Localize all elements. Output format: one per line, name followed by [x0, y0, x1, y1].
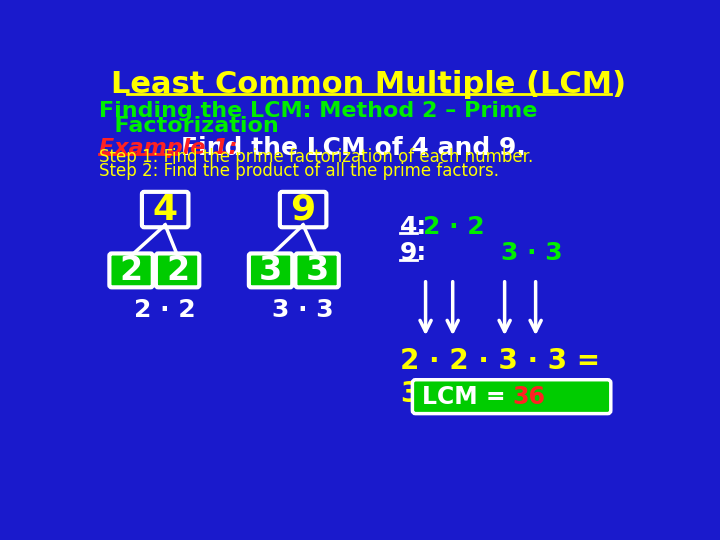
FancyBboxPatch shape	[295, 253, 339, 287]
FancyBboxPatch shape	[280, 192, 326, 227]
Text: Least Common Multiple (LCM): Least Common Multiple (LCM)	[112, 70, 626, 98]
Text: 9: 9	[290, 193, 316, 227]
Text: 4: 4	[153, 193, 178, 227]
Text: 9:: 9:	[400, 241, 427, 266]
Text: 2 · 2 · 3 · 3 =: 2 · 2 · 3 · 3 =	[400, 347, 600, 375]
Text: 2: 2	[166, 254, 189, 287]
Text: 2: 2	[120, 254, 143, 287]
Text: 3: 3	[259, 254, 282, 287]
Text: 4:: 4:	[400, 214, 427, 239]
Text: Step 1: Find the prime factorization of each number.: Step 1: Find the prime factorization of …	[99, 148, 534, 166]
FancyBboxPatch shape	[413, 380, 611, 414]
Text: 3 · 3: 3 · 3	[272, 298, 334, 322]
Text: Finding the LCM: Method 2 – Prime: Finding the LCM: Method 2 – Prime	[99, 101, 538, 121]
Text: LCM =: LCM =	[422, 384, 513, 409]
Text: Factorization: Factorization	[99, 117, 279, 137]
Text: Step 2: Find the product of all the prime factors.: Step 2: Find the product of all the prim…	[99, 162, 499, 180]
Text: Example 1:: Example 1:	[99, 138, 238, 158]
FancyBboxPatch shape	[249, 253, 292, 287]
Text: 2 · 2: 2 · 2	[135, 298, 196, 322]
FancyBboxPatch shape	[142, 192, 189, 227]
Text: 36: 36	[513, 384, 545, 409]
Text: 2 · 2: 2 · 2	[423, 214, 485, 239]
FancyBboxPatch shape	[109, 253, 153, 287]
Text: 3 · 3: 3 · 3	[500, 241, 562, 266]
FancyBboxPatch shape	[156, 253, 199, 287]
Text: Find the LCM of 4 and 9.: Find the LCM of 4 and 9.	[181, 136, 526, 160]
Text: 3: 3	[305, 254, 329, 287]
Text: 36: 36	[400, 380, 438, 408]
